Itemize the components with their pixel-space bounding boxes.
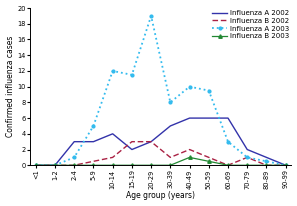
Influenza A 2003	[72, 156, 76, 159]
Influenza B 2002	[265, 164, 268, 166]
Influenza B 2002	[92, 160, 95, 163]
Influenza B 2003	[130, 164, 134, 166]
Influenza A 2003	[169, 101, 172, 104]
Influenza B 2003	[53, 164, 57, 166]
Influenza A 2002	[284, 164, 287, 166]
Line: Influenza A 2002: Influenza A 2002	[36, 118, 286, 165]
Influenza B 2002	[284, 164, 287, 166]
Influenza B 2002	[34, 164, 37, 166]
Influenza A 2002	[188, 117, 191, 119]
Influenza A 2002	[92, 140, 95, 143]
Y-axis label: Confirmed influenza cases: Confirmed influenza cases	[6, 36, 15, 137]
Influenza B 2002	[130, 140, 134, 143]
Influenza B 2002	[169, 156, 172, 159]
Influenza B 2003	[207, 160, 211, 163]
Influenza A 2002	[53, 164, 57, 166]
Influenza A 2003	[265, 160, 268, 163]
Influenza A 2003	[53, 164, 57, 166]
Influenza A 2003	[207, 89, 211, 92]
Line: Influenza B 2003: Influenza B 2003	[34, 156, 287, 167]
Influenza B 2003	[92, 164, 95, 166]
Influenza B 2003	[149, 164, 153, 166]
Influenza B 2002	[245, 156, 249, 159]
Influenza B 2003	[245, 164, 249, 166]
Influenza B 2002	[149, 140, 153, 143]
Influenza B 2003	[226, 164, 230, 166]
Influenza A 2003	[149, 15, 153, 17]
Influenza B 2003	[188, 156, 191, 159]
Influenza A 2003	[92, 125, 95, 127]
Influenza A 2003	[34, 164, 37, 166]
Influenza B 2002	[111, 156, 114, 159]
Influenza A 2002	[207, 117, 211, 119]
Influenza B 2002	[188, 148, 191, 151]
Line: Influenza A 2003: Influenza A 2003	[34, 15, 287, 167]
Influenza B 2003	[34, 164, 37, 166]
Influenza A 2003	[245, 156, 249, 159]
Influenza B 2002	[53, 164, 57, 166]
Influenza A 2002	[130, 148, 134, 151]
X-axis label: Age group (years): Age group (years)	[126, 191, 195, 200]
Influenza A 2002	[245, 148, 249, 151]
Influenza B 2002	[72, 164, 76, 166]
Influenza B 2003	[169, 164, 172, 166]
Influenza A 2002	[111, 133, 114, 135]
Influenza A 2003	[226, 140, 230, 143]
Influenza A 2002	[226, 117, 230, 119]
Influenza A 2002	[149, 140, 153, 143]
Influenza A 2003	[130, 74, 134, 76]
Influenza A 2002	[34, 164, 37, 166]
Influenza B 2003	[111, 164, 114, 166]
Influenza A 2002	[72, 140, 76, 143]
Legend: Influenza A 2002, Influenza B 2002, Influenza A 2003, Influenza B 2003: Influenza A 2002, Influenza B 2002, Infl…	[211, 9, 290, 40]
Influenza A 2003	[284, 164, 287, 166]
Influenza B 2002	[226, 164, 230, 166]
Influenza A 2003	[188, 85, 191, 88]
Influenza B 2002	[207, 156, 211, 159]
Influenza A 2002	[265, 156, 268, 159]
Influenza A 2003	[111, 70, 114, 72]
Influenza B 2003	[265, 164, 268, 166]
Influenza B 2003	[72, 164, 76, 166]
Line: Influenza B 2002: Influenza B 2002	[36, 142, 286, 165]
Influenza A 2002	[169, 125, 172, 127]
Influenza B 2003	[284, 164, 287, 166]
